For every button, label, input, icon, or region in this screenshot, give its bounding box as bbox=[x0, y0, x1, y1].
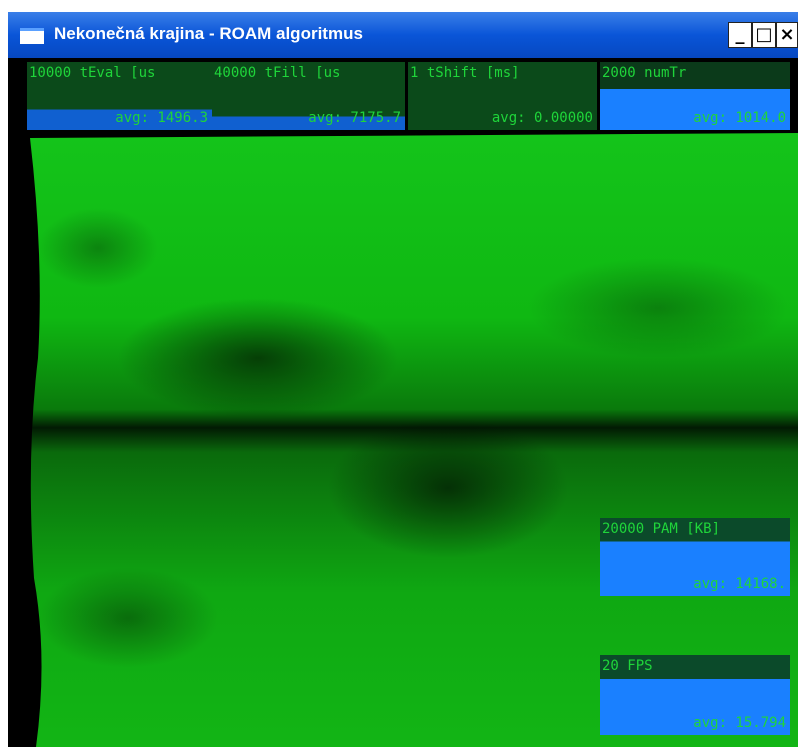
close-button[interactable]: × bbox=[776, 22, 798, 48]
panel-label: 20000 PAM [KB] bbox=[602, 521, 720, 537]
maximize-button[interactable]: □ bbox=[752, 22, 776, 48]
panel-label: 2000 numTr bbox=[602, 65, 686, 81]
terrain-shadow bbox=[328, 418, 568, 558]
terrain-view bbox=[8, 58, 798, 747]
stat-panel: 40000 tFill [us avg: 7175.7 bbox=[212, 62, 405, 130]
window-icon bbox=[20, 28, 44, 44]
panel-label: 10000 tEval [us bbox=[29, 65, 155, 81]
panel-label: 1 tShift [ms] bbox=[410, 65, 520, 81]
panel-label: 40000 tFill [us bbox=[214, 65, 340, 81]
panel-average: avg: 1496.3 bbox=[115, 110, 208, 126]
title-bar: Nekonečná krajina - ROAM algoritmus _ □ … bbox=[8, 12, 798, 58]
minimize-button[interactable]: _ bbox=[728, 22, 752, 48]
panel-average: avg: 0.00000 bbox=[492, 110, 593, 126]
stat-panel: 20 FPS avg: 15.794 bbox=[600, 655, 790, 735]
terrain-shadow bbox=[528, 258, 788, 358]
terrain-shadow bbox=[38, 568, 218, 668]
stat-panel: 2000 numTr avg: 1014.0 bbox=[600, 62, 790, 130]
stat-panel: 20000 PAM [KB] avg: 14168. bbox=[600, 518, 790, 596]
panel-average: avg: 7175.7 bbox=[308, 110, 401, 126]
window-title: Nekonečná krajina - ROAM algoritmus bbox=[54, 24, 363, 44]
panel-average: avg: 14168. bbox=[693, 576, 786, 592]
panel-average: avg: 15.794 bbox=[693, 715, 786, 731]
panel-average: avg: 1014.0 bbox=[693, 110, 786, 126]
panel-label: 20 FPS bbox=[602, 658, 653, 674]
stat-panel: 1 tShift [ms] avg: 0.00000 bbox=[408, 62, 597, 130]
stat-panel: 10000 tEval [us avg: 1496.3 bbox=[27, 62, 212, 130]
terrain-shadow bbox=[38, 208, 158, 288]
terrain-shadow bbox=[118, 298, 398, 418]
window: Nekonečná krajina - ROAM algoritmus _ □ … bbox=[8, 12, 798, 747]
